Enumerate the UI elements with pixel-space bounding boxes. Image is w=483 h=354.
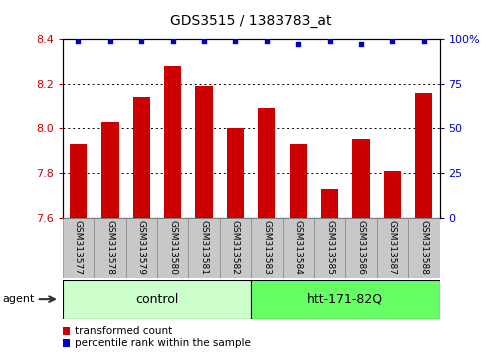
Text: GSM313583: GSM313583 xyxy=(262,219,271,274)
Point xyxy=(138,38,145,44)
Point xyxy=(389,38,397,44)
Bar xyxy=(94,218,126,278)
Bar xyxy=(63,218,94,278)
Bar xyxy=(63,280,251,319)
Text: GSM313586: GSM313586 xyxy=(356,219,366,274)
Bar xyxy=(157,218,188,278)
Bar xyxy=(353,139,369,218)
Text: GSM313588: GSM313588 xyxy=(419,219,428,274)
Point xyxy=(295,41,302,47)
Bar xyxy=(251,280,440,319)
Point xyxy=(357,41,365,47)
Text: GSM313580: GSM313580 xyxy=(168,219,177,274)
Bar xyxy=(196,86,213,218)
Point xyxy=(200,38,208,44)
Text: agent: agent xyxy=(2,294,35,304)
Bar xyxy=(283,218,314,278)
Text: GDS3515 / 1383783_at: GDS3515 / 1383783_at xyxy=(170,14,332,28)
Bar xyxy=(290,144,307,218)
Point xyxy=(106,38,114,44)
Text: GSM313577: GSM313577 xyxy=(74,219,83,274)
Text: GSM313579: GSM313579 xyxy=(137,219,146,274)
Text: transformed count: transformed count xyxy=(75,326,172,336)
Bar xyxy=(133,97,150,218)
Bar xyxy=(251,218,283,278)
Point xyxy=(169,38,177,44)
Text: GSM313587: GSM313587 xyxy=(388,219,397,274)
Bar xyxy=(321,189,338,218)
Point xyxy=(74,38,82,44)
Point xyxy=(263,38,271,44)
Text: GSM313585: GSM313585 xyxy=(325,219,334,274)
Bar xyxy=(70,144,87,218)
Text: percentile rank within the sample: percentile rank within the sample xyxy=(75,338,251,348)
Bar xyxy=(408,218,440,278)
Bar xyxy=(415,93,432,218)
Bar xyxy=(384,171,401,218)
Bar xyxy=(377,218,408,278)
Text: GSM313584: GSM313584 xyxy=(294,219,303,274)
Bar xyxy=(314,218,345,278)
Bar xyxy=(345,218,377,278)
Text: htt-171-82Q: htt-171-82Q xyxy=(307,293,384,306)
Bar xyxy=(164,66,181,218)
Bar xyxy=(227,129,244,218)
Bar xyxy=(220,218,251,278)
Point xyxy=(420,38,428,44)
Bar xyxy=(258,108,275,218)
Bar xyxy=(101,122,118,218)
Text: GSM313582: GSM313582 xyxy=(231,219,240,274)
Text: GSM313578: GSM313578 xyxy=(105,219,114,274)
Point xyxy=(232,38,240,44)
Text: control: control xyxy=(135,293,179,306)
Text: GSM313581: GSM313581 xyxy=(199,219,209,274)
Point xyxy=(326,38,333,44)
Bar xyxy=(188,218,220,278)
Bar xyxy=(126,218,157,278)
